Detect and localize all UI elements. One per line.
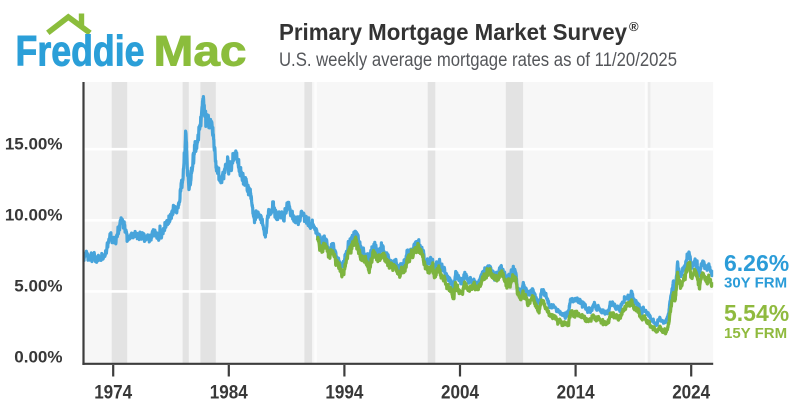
svg-text:Primary Mortgage Market Survey: Primary Mortgage Market Survey xyxy=(279,19,627,45)
svg-text:2014: 2014 xyxy=(557,383,595,404)
svg-text:U.S. weekly average mortgage r: U.S. weekly average mortgage rates as of… xyxy=(279,50,677,71)
svg-text:6.26%: 6.26% xyxy=(724,250,789,276)
svg-text:®: ® xyxy=(629,19,639,34)
svg-text:10.00%: 10.00% xyxy=(5,206,63,225)
svg-text:2004: 2004 xyxy=(441,383,479,404)
svg-text:5.54%: 5.54% xyxy=(724,300,789,326)
svg-text:30Y FRM: 30Y FRM xyxy=(724,275,787,292)
svg-text:5.00%: 5.00% xyxy=(14,277,62,296)
svg-text:1974: 1974 xyxy=(94,383,132,404)
svg-text:0.00%: 0.00% xyxy=(14,348,62,367)
svg-text:15.00%: 15.00% xyxy=(5,134,63,153)
svg-text:1994: 1994 xyxy=(325,383,363,404)
svg-text:Freddie: Freddie xyxy=(16,28,145,76)
svg-text:15Y FRM: 15Y FRM xyxy=(724,325,787,342)
svg-text:2024: 2024 xyxy=(672,383,710,404)
svg-text:1984: 1984 xyxy=(210,383,248,404)
svg-text:Mac: Mac xyxy=(154,28,247,76)
